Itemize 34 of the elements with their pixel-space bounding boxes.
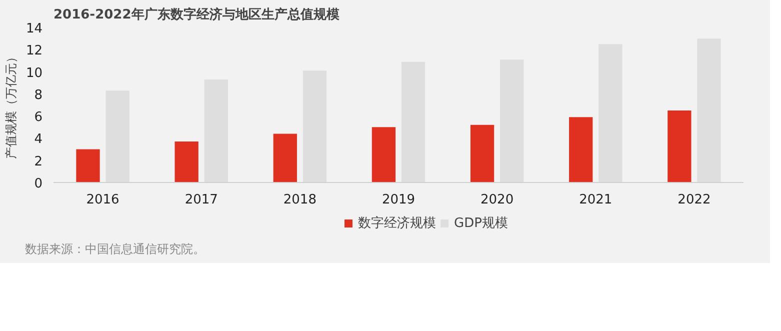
x-tick-label: 2016 <box>86 192 120 208</box>
x-tick-label: 2017 <box>184 192 218 208</box>
bar <box>569 117 593 182</box>
y-tick-label: 0 <box>34 176 43 192</box>
legend-label: GDP规模 <box>454 215 508 232</box>
bar <box>598 44 622 182</box>
source-note: 数据来源：中国信息通信研究院。 <box>25 241 205 258</box>
y-tick-label: 4 <box>34 132 43 148</box>
bar <box>401 62 426 182</box>
bar <box>273 134 297 182</box>
x-tick-label: 2021 <box>579 192 612 208</box>
y-tick-label: 10 <box>26 66 43 81</box>
bar <box>106 90 130 182</box>
bar <box>302 70 327 182</box>
bar <box>174 142 198 182</box>
bar <box>372 127 396 182</box>
bar <box>697 38 721 182</box>
x-tick-label: 2022 <box>678 192 711 208</box>
x-tick-label: 2018 <box>283 192 316 208</box>
y-tick-label: 6 <box>34 110 43 126</box>
y-axis-title: 产值规模（万亿元） <box>4 51 18 159</box>
chart-title: 2016-2022年广东数字经济与地区生产总值规模 <box>54 6 340 22</box>
x-tick-label: 2019 <box>382 192 416 208</box>
bar <box>204 80 228 182</box>
bar <box>76 149 100 182</box>
y-tick-label: 8 <box>34 88 43 103</box>
bar <box>500 60 524 182</box>
y-tick-label: 12 <box>26 44 43 59</box>
legend-label: 数字经济规模 <box>358 215 436 232</box>
bar <box>470 124 494 182</box>
y-tick-label: 14 <box>26 22 43 36</box>
x-tick-label: 2020 <box>480 192 514 208</box>
y-tick-label: 2 <box>34 154 43 170</box>
bar <box>668 110 692 182</box>
